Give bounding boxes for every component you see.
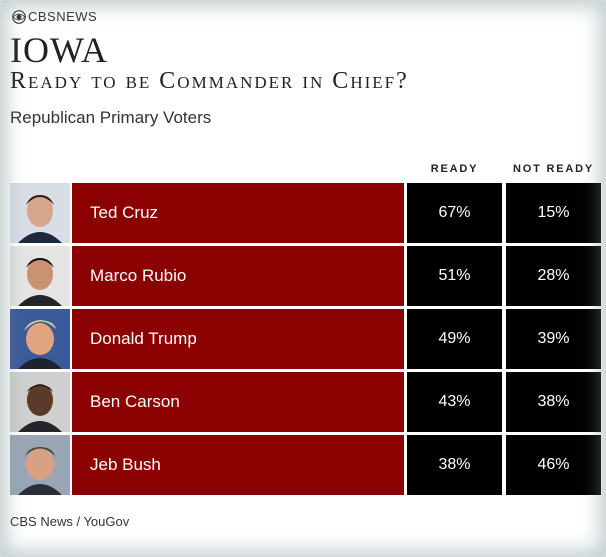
candidate-name: Marco Rubio — [90, 266, 187, 285]
not-ready-value: 28% — [506, 246, 601, 306]
not-ready-value: 15% — [506, 183, 601, 243]
candidate-photo — [10, 246, 70, 306]
not-ready-value: 39% — [506, 309, 601, 369]
ready-value: 49% — [407, 309, 502, 369]
not-ready-value: 38% — [506, 372, 601, 432]
candidate-photo — [10, 183, 70, 243]
candidate-name: Ted Cruz — [90, 203, 159, 222]
page-subtitle: Ready to be Commander in Chief? — [10, 68, 409, 94]
candidate-photo — [10, 435, 70, 495]
candidate-name-cell: Ben Carson — [72, 372, 404, 432]
cbs-news-logo: CBSNEWS — [12, 9, 97, 24]
brand-text: CBSNEWS — [28, 9, 98, 24]
source-credit: CBS News / YouGov — [10, 514, 130, 529]
candidate-name: Ben Carson — [90, 392, 180, 411]
column-header-ready: READY — [430, 163, 479, 175]
ready-value: 51% — [407, 246, 502, 306]
candidate-name: Donald Trump — [90, 329, 197, 348]
population-label: Republican Primary Voters — [10, 108, 212, 127]
page-title: IOWA — [10, 30, 108, 70]
table-row: Jeb Bush 38% 46% — [10, 435, 601, 495]
candidate-photo — [10, 372, 70, 432]
candidate-name-cell: Jeb Bush — [72, 435, 404, 495]
ready-value: 38% — [407, 435, 502, 495]
candidate-name-cell: Marco Rubio — [72, 246, 404, 306]
cbs-eye-icon — [12, 9, 26, 24]
table-row: Donald Trump 49% 39% — [10, 309, 601, 369]
table-row: Marco Rubio 51% 28% — [10, 246, 601, 306]
not-ready-value: 46% — [506, 435, 601, 495]
candidate-name-cell: Ted Cruz — [72, 183, 404, 243]
column-header-not-ready: NOT READY — [513, 163, 594, 175]
table-row: Ted Cruz 67% 15% — [10, 183, 601, 243]
candidate-name-cell: Donald Trump — [72, 309, 404, 369]
table-row: Ben Carson 43% 38% — [10, 372, 601, 432]
ready-value: 43% — [407, 372, 502, 432]
candidate-name: Jeb Bush — [90, 455, 161, 474]
candidate-photo — [10, 309, 70, 369]
ready-value: 67% — [407, 183, 502, 243]
